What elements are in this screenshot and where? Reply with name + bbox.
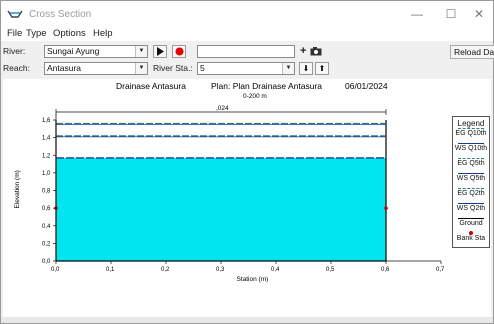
water-area [56, 157, 386, 261]
chevron-down-icon[interactable]: ▼ [135, 46, 147, 57]
legend-title: Legend [457, 119, 485, 128]
plot-title: Drainase Antasura [116, 81, 186, 91]
river-select[interactable]: Sungai Ayung ▼ [44, 45, 148, 58]
legend-swatch [458, 218, 484, 219]
y-tick-label: 0,2 [42, 241, 51, 247]
prev-station-button[interactable]: ⬆ [315, 62, 329, 75]
legend-item: EG Q5th [457, 160, 485, 167]
y-tick-label: 0,8 [42, 189, 51, 195]
x-axis-label: Station (m) [237, 276, 269, 283]
y-tick-label: 1,4 [42, 136, 51, 142]
arrow-down-icon: ⬇ [302, 64, 310, 73]
bank-station-point [384, 206, 388, 210]
status-bar [1, 317, 493, 323]
menu-bar: File Type Options Help [1, 27, 493, 41]
next-station-button[interactable]: ⬇ [299, 62, 313, 75]
profile-field[interactable] [197, 45, 295, 58]
play-icon [157, 47, 164, 56]
legend-item: EG Q2th [457, 190, 485, 197]
record-button[interactable] [172, 45, 186, 58]
close-button[interactable]: ✕ [473, 7, 485, 21]
y-tick-label: 1,2 [42, 153, 51, 159]
cross-section-app-icon [7, 10, 23, 18]
menu-type[interactable]: Type [26, 28, 47, 39]
y-tick-label: 0,4 [42, 224, 51, 230]
legend-swatch [458, 128, 484, 129]
play-button[interactable] [153, 45, 167, 58]
x-tick-label: 0,1 [106, 267, 115, 273]
chevron-down-icon[interactable]: ▼ [282, 63, 294, 74]
legend-swatch [469, 231, 473, 235]
reach-label: Reach: [3, 63, 30, 73]
x-tick-label: 0,5 [326, 267, 335, 273]
river-row: River: Sungai Ayung ▼ + Reload Data [1, 43, 494, 61]
legend-item: WS Q5th [456, 175, 486, 182]
record-icon [175, 47, 183, 56]
reach-select[interactable]: Antasura ▼ [44, 62, 148, 75]
chevron-down-icon[interactable]: ▼ [135, 63, 147, 74]
menu-help[interactable]: Help [93, 28, 113, 39]
x-tick-label: 0,2 [161, 267, 170, 273]
arrow-up-icon: ⬆ [318, 64, 326, 73]
maximize-button[interactable]: ☐ [445, 7, 457, 21]
river-label: River: [3, 46, 26, 56]
x-tick-label: 0,4 [271, 267, 280, 273]
minimize-button[interactable]: — [411, 7, 423, 21]
menu-options[interactable]: Options [53, 28, 86, 39]
river-sta-label: River Sta.: [153, 63, 193, 73]
y-tick-label: 1,6 [42, 118, 51, 124]
y-tick-label: 1,0 [42, 171, 51, 177]
y-tick-label: 0,6 [42, 206, 51, 212]
legend: Legend EG Q10th WS Q10th EG Q5th WS Q5th EG … [452, 116, 490, 248]
window-title: Cross Section [29, 9, 92, 20]
legend-item: Ground [459, 220, 483, 227]
legend-swatch [458, 188, 484, 189]
legend-item: EG Q10th [455, 130, 487, 137]
legend-item: WS Q2th [456, 205, 486, 212]
plot-plan: Plan: Plan Drainase Antasura [211, 81, 322, 91]
cross-section-plot[interactable]: Drainase Antasura Plan: Plan Drainase An… [3, 79, 491, 317]
river-sta-select[interactable]: 5 ▼ [197, 62, 295, 75]
reach-value: Antasura [47, 63, 82, 73]
plot-profile: 0-200 m [243, 93, 267, 100]
legend-swatch [458, 173, 484, 174]
x-tick-label: 0,6 [381, 267, 390, 273]
title-bar: Cross Section — ☐ ✕ [1, 1, 493, 27]
x-tick-label: 0,0 [51, 267, 60, 273]
legend-item: WS Q10th [454, 145, 488, 152]
legend-swatch [458, 158, 484, 159]
y-axis-label: Elevation (m) [14, 170, 21, 208]
x-tick-label: 0,3 [216, 267, 225, 273]
river-sta-value: 5 [200, 63, 205, 73]
river-value: Sungai Ayung [47, 46, 100, 56]
plus-button[interactable]: + [300, 45, 307, 57]
legend-swatch [458, 143, 484, 144]
reach-row: Reach: Antasura ▼ River Sta.: 5 ▼ ⬇ ⬆ [1, 60, 493, 78]
reload-data-button[interactable]: Reload Data [450, 45, 494, 59]
chart-layer: ,024 0,0 0,1 0,2 0,3 0,4 0,5 0,6 0,7 0,0 0,2 0,4 0,6… [14, 105, 445, 283]
legend-item: Bank Sta [456, 235, 486, 242]
menu-file[interactable]: File [7, 28, 23, 39]
camera-icon[interactable] [310, 47, 322, 56]
x-tick-label: 0,7 [436, 267, 445, 273]
plot-date: 06/01/2024 [345, 81, 388, 91]
y-tick-label: 0,0 [42, 259, 51, 265]
roughness-label: ,024 [216, 105, 229, 112]
legend-swatch [458, 203, 484, 204]
